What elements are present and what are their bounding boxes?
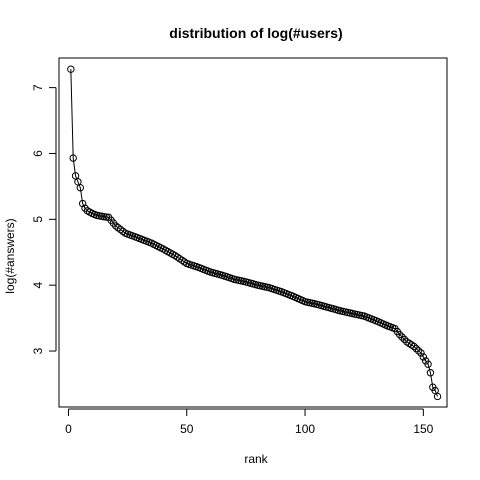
data-point (100, 213, 108, 221)
data-point (395, 330, 404, 339)
plot-frame (58, 57, 448, 408)
data-point (419, 353, 428, 361)
data-point (412, 344, 420, 353)
data-point (398, 333, 406, 341)
y-tick-label: 3 (31, 347, 45, 354)
x-tick-label: 150 (413, 422, 433, 436)
data-point (67, 65, 75, 73)
x-axis: 0 50 100 150 (65, 408, 434, 436)
data-point (76, 184, 84, 192)
data-point (417, 349, 425, 357)
data-point (426, 369, 435, 377)
y-tick-label: 4 (31, 282, 45, 289)
y-tick-label: 5 (31, 216, 45, 223)
x-axis-label: rank (244, 452, 268, 466)
y-tick-label: 7 (31, 84, 45, 91)
data-point (114, 224, 122, 232)
chart-title: distribution of log(#users) (169, 25, 342, 41)
data-point (112, 222, 120, 230)
x-tick-label: 0 (65, 422, 72, 436)
data-points (67, 65, 442, 401)
data-point (433, 392, 442, 401)
data-point (116, 225, 125, 234)
data-point (414, 347, 423, 355)
data-point (424, 360, 432, 368)
y-axis: 3 4 5 6 7 (31, 84, 57, 354)
data-point (69, 154, 77, 162)
y-axis-label: log(#answers) (3, 218, 17, 293)
x-tick-label: 100 (295, 422, 315, 436)
data-point (410, 342, 418, 351)
y-tick-label: 6 (31, 150, 45, 157)
x-tick-label: 50 (180, 422, 194, 436)
data-point (78, 199, 87, 208)
data-point (400, 335, 409, 344)
